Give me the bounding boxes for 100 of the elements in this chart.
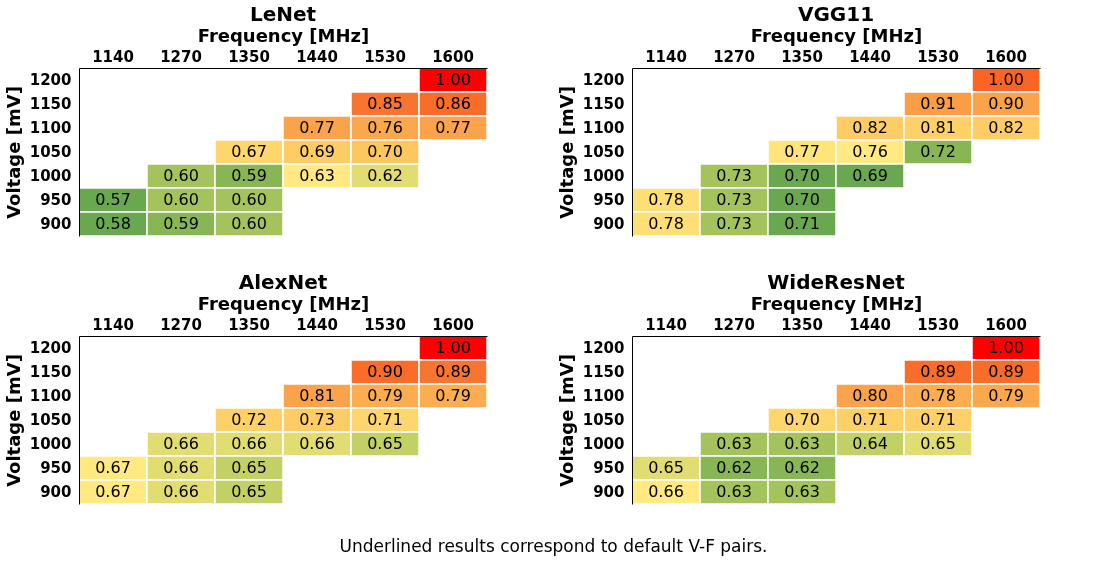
x-tick-label: 1530: [917, 315, 959, 334]
y-axis-title: Voltage [mV]: [555, 354, 577, 487]
y-tick-label: 1000: [29, 435, 72, 453]
data-label: 0.66: [231, 434, 267, 453]
x-axis-title: Frequency [MHz]: [197, 292, 370, 314]
x-tick-label: 1350: [781, 47, 823, 66]
data-label: 0.65: [648, 458, 684, 477]
data-label: 0.62: [367, 166, 403, 185]
x-tick-label: 1530: [917, 47, 959, 66]
data-label: 0.79: [435, 386, 471, 405]
x-tick-label: 1600: [432, 315, 474, 334]
data-label: 0.64: [852, 434, 888, 453]
data-label: 0.59: [163, 214, 199, 233]
y-tick-label: 1100: [29, 119, 72, 137]
data-label: 0.66: [648, 482, 684, 501]
y-tick-label: 950: [593, 459, 625, 477]
data-label: 1.00: [435, 338, 471, 357]
data-label: 0.71: [852, 410, 888, 429]
data-label: 0.70: [367, 142, 403, 161]
x-axis-title: Frequency [MHz]: [197, 24, 370, 46]
data-label: 0.66: [163, 458, 199, 477]
chart-title: LeNet: [249, 2, 317, 26]
data-label: 0.77: [299, 118, 335, 137]
x-axis-title: Frequency [MHz]: [750, 24, 923, 46]
data-label: 0.77: [784, 142, 820, 161]
chart-title: AlexNet: [238, 270, 328, 294]
x-tick-label: 1270: [713, 47, 755, 66]
x-tick-label: 1530: [364, 315, 406, 334]
y-tick-label: 1050: [582, 143, 625, 161]
x-axis-title: Frequency [MHz]: [750, 292, 923, 314]
data-label: 0.72: [920, 142, 956, 161]
x-tick-label: 1140: [645, 47, 687, 66]
data-label: 0.62: [784, 458, 820, 477]
text: Underlined results correspond to default V-F pairs.: [338, 536, 769, 556]
y-tick-label: 1150: [582, 363, 625, 381]
data-label: 0.82: [988, 118, 1024, 137]
chart-title: VGG11: [797, 2, 875, 26]
data-label: 0.91: [920, 94, 956, 113]
data-label: 1.00: [988, 70, 1024, 89]
y-tick-label: 950: [40, 459, 72, 477]
x-tick-label: 1600: [432, 47, 474, 66]
data-label: 0.65: [367, 434, 403, 453]
data-label: 0.67: [231, 142, 267, 161]
data-label: 0.66: [163, 482, 199, 501]
data-label: 0.60: [231, 190, 267, 209]
data-label: 0.73: [716, 214, 752, 233]
data-label: 0.70: [784, 166, 820, 185]
x-tick-label: 1600: [985, 47, 1027, 66]
data-label: 0.78: [920, 386, 956, 405]
y-tick-label: 1200: [582, 339, 625, 357]
data-label: 0.65: [231, 482, 267, 501]
y-tick-label: 900: [40, 215, 72, 233]
data-label: 0.85: [367, 94, 403, 113]
y-tick-label: 1000: [582, 435, 625, 453]
y-tick-label: 1050: [29, 411, 72, 429]
x-tick-label: 1270: [713, 315, 755, 334]
data-label: 0.63: [716, 482, 752, 501]
data-label: 0.78: [648, 214, 684, 233]
data-label: 0.90: [988, 94, 1024, 113]
x-tick-label: 1140: [92, 47, 134, 66]
data-label: 0.58: [95, 214, 131, 233]
data-label: 0.71: [367, 410, 403, 429]
x-tick-label: 1140: [645, 315, 687, 334]
data-label: 0.82: [852, 118, 888, 137]
data-label: 0.71: [920, 410, 956, 429]
data-label: 0.76: [852, 142, 888, 161]
y-tick-label: 1050: [29, 143, 72, 161]
y-tick-label: 1200: [582, 71, 625, 89]
y-tick-label: 1000: [582, 167, 625, 185]
data-label: 0.73: [716, 166, 752, 185]
x-tick-label: 1440: [849, 315, 891, 334]
y-tick-label: 1150: [29, 95, 72, 113]
data-label: 0.60: [163, 190, 199, 209]
data-label: 0.72: [231, 410, 267, 429]
data-label: 0.81: [299, 386, 335, 405]
y-tick-label: 1100: [582, 387, 625, 405]
data-label: 0.63: [716, 434, 752, 453]
x-tick-label: 1350: [228, 47, 270, 66]
y-tick-label: 1000: [29, 167, 72, 185]
data-label: 0.78: [648, 190, 684, 209]
y-tick-label: 1150: [582, 95, 625, 113]
data-label: 1.00: [435, 70, 471, 89]
data-label: 0.77: [435, 118, 471, 137]
data-label: 0.90: [367, 362, 403, 381]
data-label: 0.86: [435, 94, 471, 113]
x-tick-label: 1530: [364, 47, 406, 66]
data-label: 0.69: [852, 166, 888, 185]
data-label: 0.65: [920, 434, 956, 453]
data-label: 0.66: [299, 434, 335, 453]
data-label: 0.67: [95, 458, 131, 477]
data-label: 0.66: [163, 434, 199, 453]
data-label: 0.62: [716, 458, 752, 477]
y-tick-label: 900: [40, 483, 72, 501]
data-label: 0.63: [784, 434, 820, 453]
x-tick-label: 1270: [160, 47, 202, 66]
y-axis-title: Voltage [mV]: [2, 354, 24, 487]
data-label: 0.79: [988, 386, 1024, 405]
data-label: 0.89: [920, 362, 956, 381]
y-axis-title: Voltage [mV]: [2, 86, 24, 219]
data-label: 0.73: [299, 410, 335, 429]
